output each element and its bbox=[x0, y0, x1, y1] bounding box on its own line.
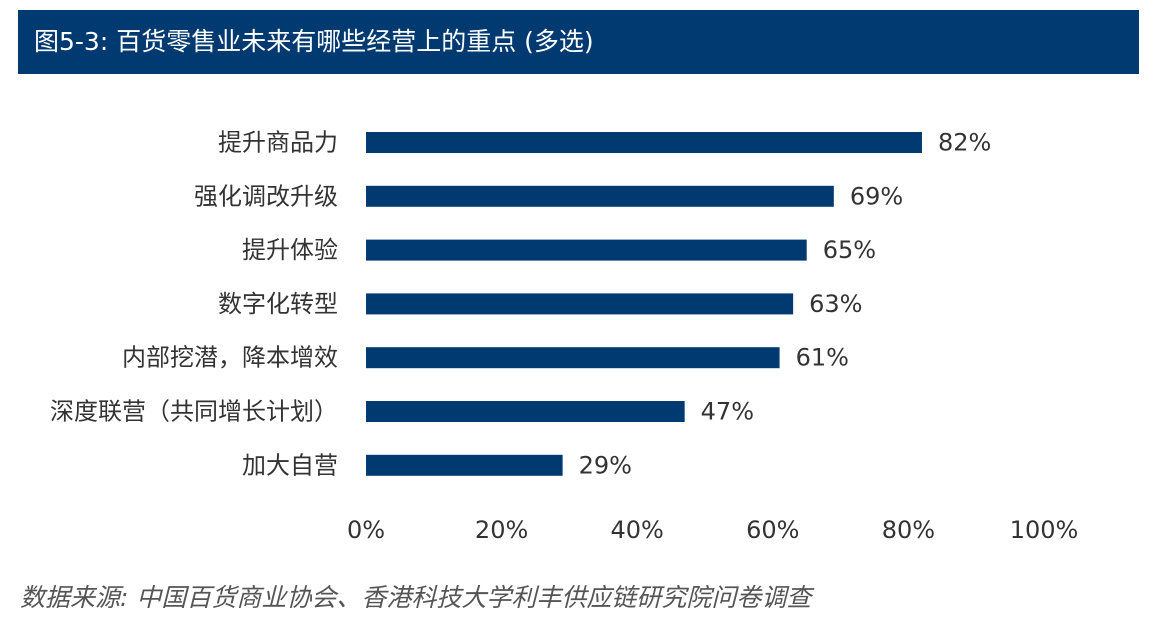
bar bbox=[366, 401, 685, 422]
bar bbox=[366, 454, 563, 476]
value-label: 61% bbox=[796, 344, 849, 372]
value-label: 29% bbox=[579, 451, 632, 479]
category-label: 提升体验 bbox=[242, 236, 338, 264]
x-tick-label: 80% bbox=[882, 516, 935, 544]
x-tick-label: 0% bbox=[347, 516, 385, 544]
x-tick-label: 60% bbox=[746, 516, 799, 544]
value-label: 82% bbox=[938, 129, 991, 157]
bar bbox=[366, 347, 780, 369]
chart-title: 图5-3: 百货零售业未来有哪些经营上的重点 (多选) bbox=[34, 27, 594, 56]
value-label: 47% bbox=[701, 398, 754, 426]
x-tick-label: 100% bbox=[1010, 516, 1079, 544]
value-label: 69% bbox=[850, 182, 903, 210]
bar bbox=[366, 239, 807, 261]
category-label: 数字化转型 bbox=[218, 290, 338, 318]
title-bar: 图5-3: 百货零售业未来有哪些经营上的重点 (多选) bbox=[18, 10, 1139, 74]
value-label: 65% bbox=[823, 236, 876, 264]
x-tick-label: 40% bbox=[611, 516, 664, 544]
category-label: 加大自营 bbox=[242, 451, 338, 479]
category-label: 提升商品力 bbox=[218, 129, 338, 157]
bar bbox=[366, 185, 834, 207]
data-source: 数据来源: 中国百货商业协会、香港科技大学利丰供应链研究院问卷调查 bbox=[20, 583, 812, 612]
bar bbox=[366, 132, 922, 153]
category-label: 强化调改升级 bbox=[194, 182, 338, 210]
x-tick-label: 20% bbox=[475, 516, 528, 544]
bar bbox=[366, 293, 794, 315]
bar-chart: 提升商品力 82% 强化调改升级 69% 提升体验 65% 数字化转型 63% 内部挖潜，降本增… bbox=[50, 129, 1079, 545]
category-label: 深度联营（共同增长计划） bbox=[50, 398, 338, 426]
category-label: 内部挖潜，降本增效 bbox=[122, 344, 338, 372]
value-label: 63% bbox=[809, 290, 862, 318]
